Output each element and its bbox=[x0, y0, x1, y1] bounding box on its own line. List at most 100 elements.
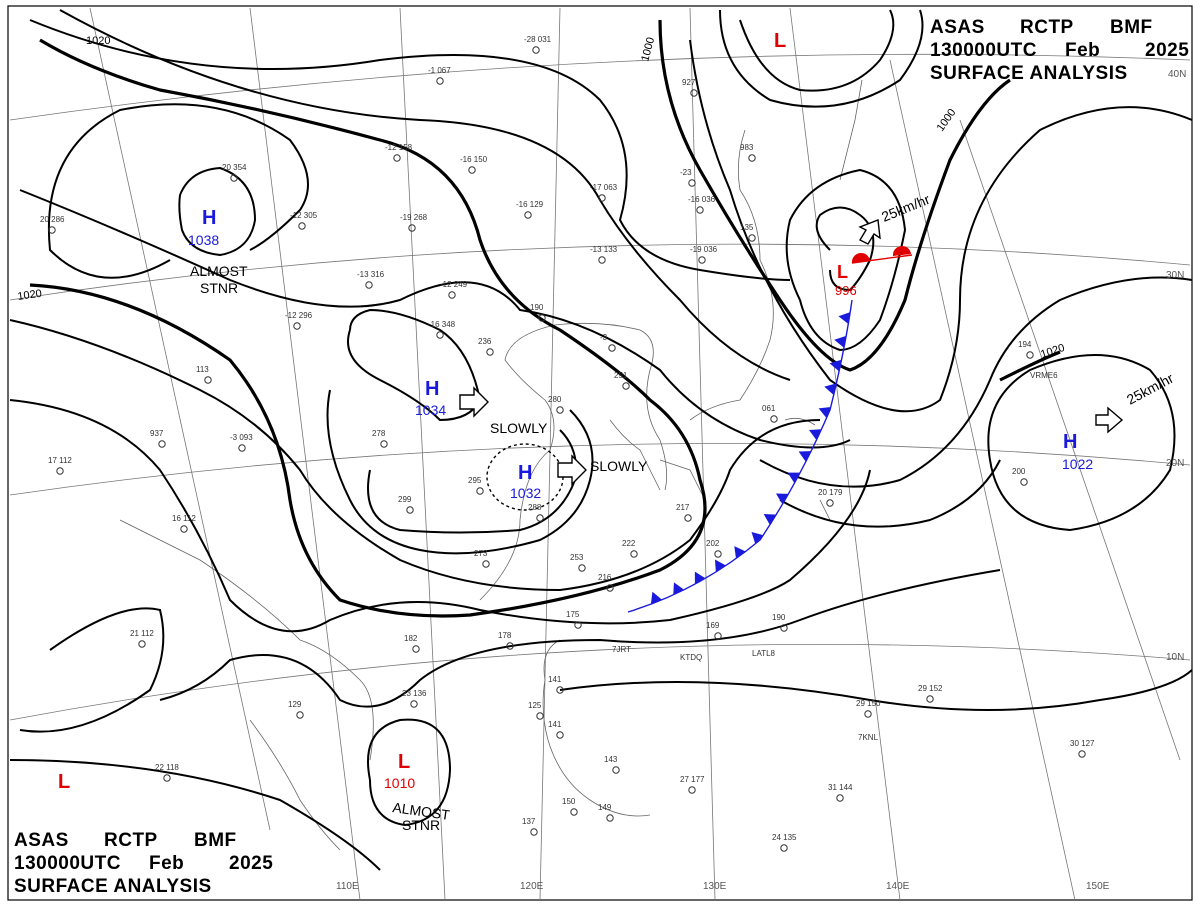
station-obs-text: -12 305 bbox=[290, 211, 318, 220]
station-obs-text: -16 348 bbox=[428, 320, 456, 329]
station-marker bbox=[412, 645, 420, 653]
cold-front-tooth bbox=[714, 559, 726, 572]
lon-label-140e: 140E bbox=[886, 881, 910, 892]
arrow-high-1022 bbox=[1095, 406, 1124, 434]
cold-front-tooth bbox=[775, 493, 789, 505]
station-marker bbox=[476, 487, 484, 495]
arrow-low-996 bbox=[858, 219, 881, 245]
footer-month: Feb bbox=[149, 853, 185, 874]
station-id-latl8: LATL8 bbox=[752, 649, 776, 658]
cold-front bbox=[627, 299, 853, 613]
station-id-7knl: 7KNL bbox=[858, 733, 879, 742]
station-obs-text: 061 bbox=[762, 404, 776, 413]
station-obs-text: 927 bbox=[682, 78, 696, 87]
station-obs-text: 178 bbox=[498, 631, 512, 640]
cold-front-tooth bbox=[829, 359, 842, 372]
station-marker bbox=[298, 222, 306, 230]
station-obs-text: 299 bbox=[398, 495, 412, 504]
station-obs-text: 137 bbox=[522, 817, 536, 826]
station-obs-text: -19 036 bbox=[690, 245, 718, 254]
station-marker bbox=[180, 525, 188, 533]
station-marker bbox=[436, 331, 444, 339]
station-marker bbox=[622, 382, 630, 390]
station-marker bbox=[158, 440, 166, 448]
station-marker bbox=[204, 376, 212, 384]
lat-label-30n: 30N bbox=[1166, 270, 1184, 281]
header-bottom-left: ASAS RCTP BMF 130000UTC Feb 2025 SURFACE ANA… bbox=[14, 829, 273, 898]
station-obs-text: 149 bbox=[598, 803, 612, 812]
cold-front-tooth bbox=[763, 513, 777, 525]
station-marker bbox=[836, 794, 844, 802]
station-obs-text: 141 bbox=[548, 720, 562, 729]
station-marker bbox=[536, 514, 544, 522]
high-1032-symbol: H bbox=[518, 462, 532, 484]
latitude-lines bbox=[9, 53, 1191, 721]
station-marker bbox=[524, 211, 532, 219]
station-marker bbox=[393, 154, 401, 162]
low-1010-note-1: ALMOST bbox=[392, 799, 452, 823]
station-marker bbox=[556, 406, 564, 414]
low-1010-symbol: L bbox=[398, 751, 410, 773]
station-marker bbox=[612, 766, 620, 774]
station-obs-text: 23 136 bbox=[402, 689, 427, 698]
lat-label-40n: 40N bbox=[1168, 69, 1186, 80]
high-1038-value: 1038 bbox=[188, 232, 219, 248]
cold-front-tooth bbox=[834, 335, 847, 348]
header-code: BMF bbox=[1110, 17, 1153, 38]
high-1034-motion: SLOWLY bbox=[490, 420, 548, 436]
station-obs-text: 29 150 bbox=[856, 699, 881, 708]
low-1010-value: 1010 bbox=[384, 775, 415, 791]
station-obs-text: 175 bbox=[566, 610, 580, 619]
station-marker bbox=[556, 731, 564, 739]
station-marker bbox=[530, 828, 538, 836]
station-obs-text: 29 152 bbox=[918, 684, 943, 693]
cold-front-tooth bbox=[673, 582, 685, 595]
station-marker bbox=[608, 344, 616, 352]
station-marker bbox=[538, 314, 546, 322]
high-1022-value: 1022 bbox=[1062, 456, 1093, 472]
station-marker bbox=[748, 234, 756, 242]
station-marker bbox=[410, 700, 418, 708]
station-marker bbox=[238, 444, 246, 452]
lat-label-10n: 10N bbox=[1166, 652, 1184, 663]
station-marker bbox=[748, 154, 756, 162]
station-marker bbox=[380, 440, 388, 448]
station-marker bbox=[56, 467, 64, 475]
station-marker bbox=[688, 786, 696, 794]
cold-front-tooth bbox=[734, 546, 746, 559]
station-obs-text: 20 286 bbox=[40, 215, 65, 224]
station-observations: -28 031 -1 067 -12 158 -16 150 -17 063 -16 12… bbox=[40, 35, 1095, 852]
station-obs-text: 113 bbox=[196, 365, 209, 374]
cold-front-tooth bbox=[650, 591, 663, 605]
station-obs-text: 30 127 bbox=[1070, 739, 1095, 748]
footer-time: 130000UTC bbox=[14, 853, 121, 874]
arrow-high-1034 bbox=[459, 386, 489, 418]
footer-product: ASAS bbox=[14, 830, 69, 851]
arrow-high-1032 bbox=[557, 454, 587, 486]
major-isobars bbox=[29, 19, 1061, 618]
station-marker bbox=[714, 550, 722, 558]
station-obs-text: 129 bbox=[288, 700, 302, 709]
station-obs-text: 190 bbox=[530, 303, 544, 312]
lon-label-120e: 120E bbox=[520, 881, 544, 892]
station-obs-text: 20 354 bbox=[222, 163, 247, 172]
station-marker bbox=[556, 686, 564, 694]
station-obs-text: 200 bbox=[1012, 467, 1026, 476]
station-marker bbox=[163, 774, 171, 782]
station-obs-text: -17 063 bbox=[590, 183, 618, 192]
station-marker bbox=[296, 711, 304, 719]
header-title: SURFACE ANALYSIS bbox=[930, 63, 1128, 84]
low-north-symbol: L bbox=[774, 30, 786, 52]
warm-front bbox=[851, 245, 913, 264]
station-obs-text: 141 bbox=[548, 675, 562, 684]
station-marker bbox=[408, 224, 416, 232]
station-marker bbox=[448, 291, 456, 299]
station-marker bbox=[138, 640, 146, 648]
low-996-symbol: L bbox=[837, 262, 848, 282]
station-obs-text: 17 112 bbox=[48, 456, 72, 465]
coastlines bbox=[119, 79, 863, 851]
station-id-7jrt: 7JRT bbox=[612, 645, 631, 654]
station-marker bbox=[365, 281, 373, 289]
station-obs-text: -13 316 bbox=[357, 270, 385, 279]
